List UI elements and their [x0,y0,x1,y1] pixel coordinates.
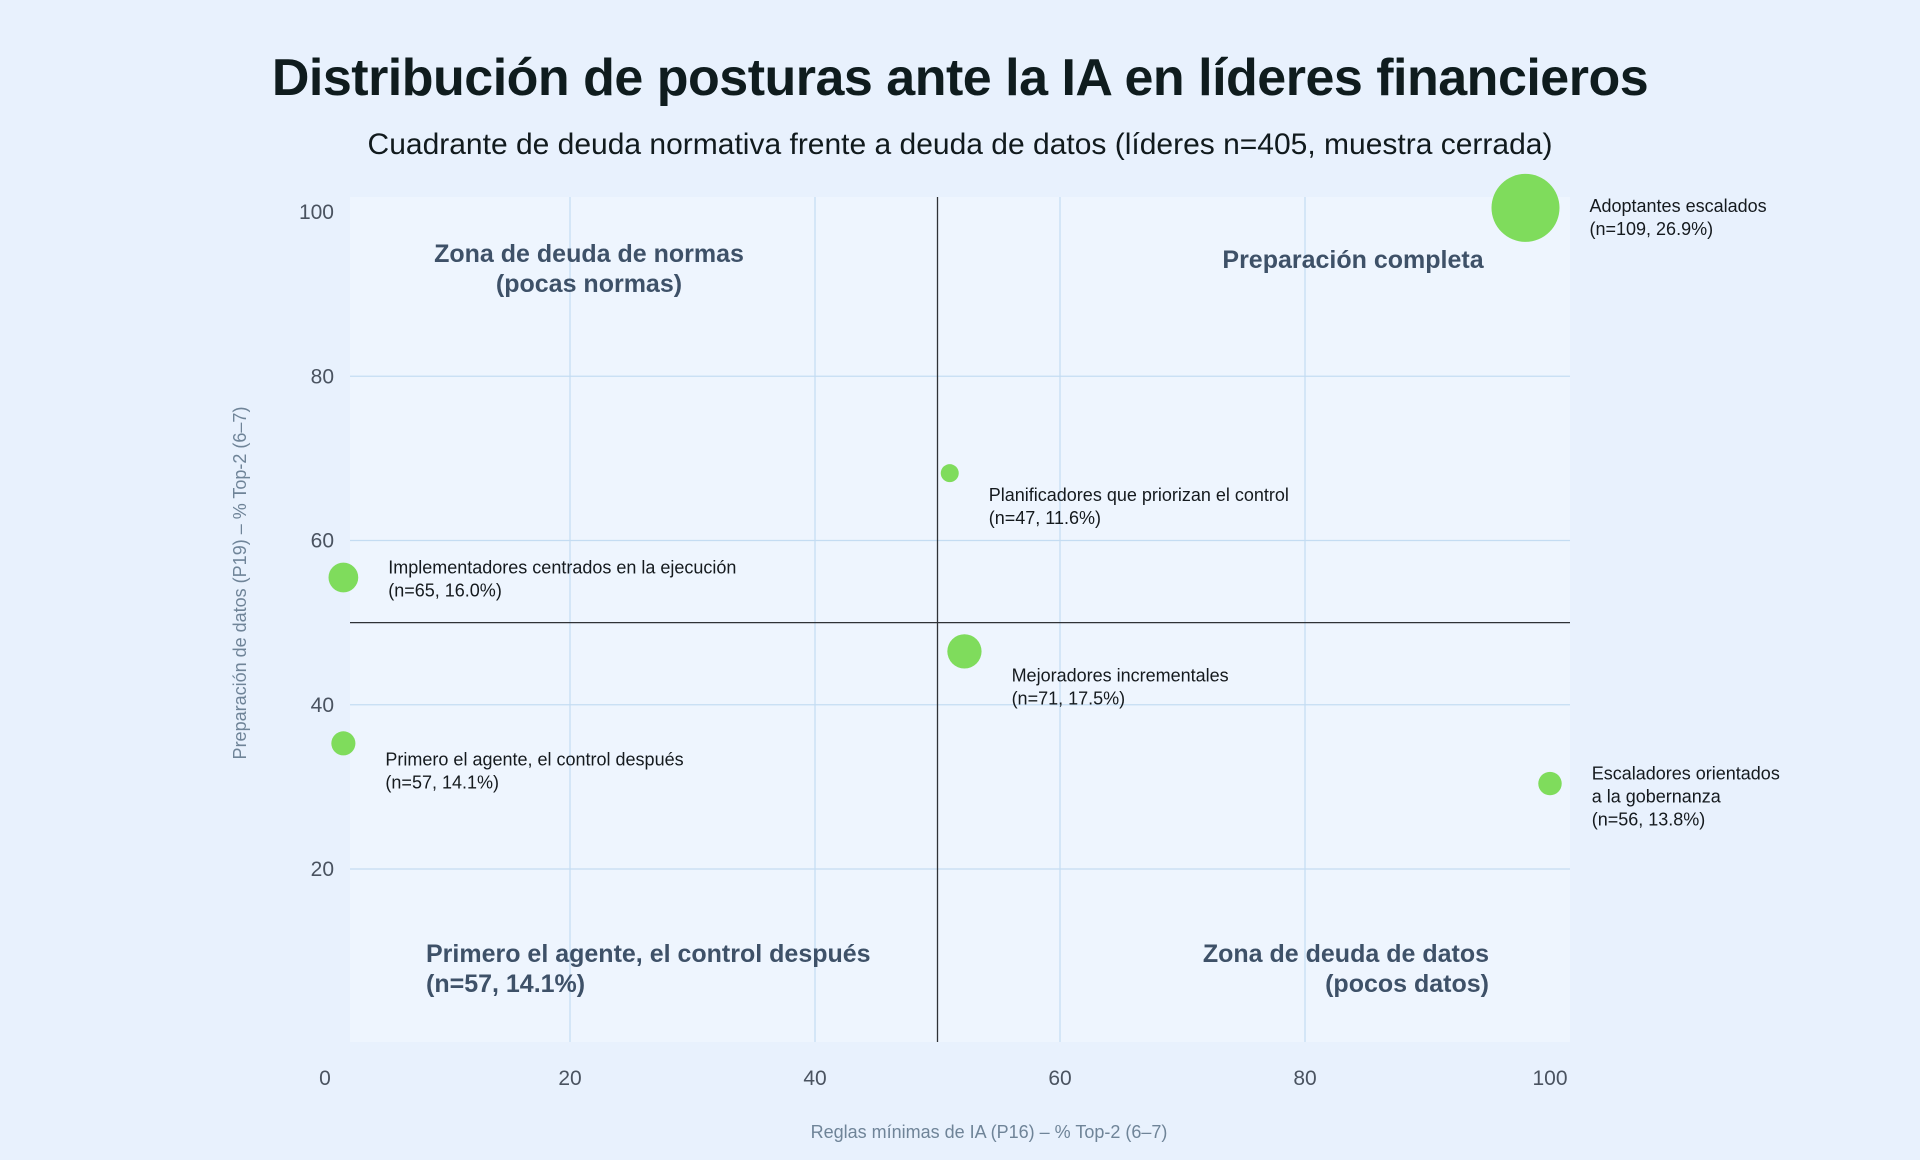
x-tick-label-20: 20 [558,1067,581,1090]
quadrant-label-top-left: Zona de deuda de normas (pocas normas) [434,240,744,298]
plot-area [350,197,1570,1042]
data-point-label-6: Escaladores orientados a la gobernanza (n=… [1592,764,1780,830]
quadrant-label-top-right: Preparación completa [1222,246,1484,274]
data-point-1 [1491,173,1560,242]
y-tick-label-80: 80 [311,365,334,388]
chart-title: Distribución de posturas ante la IA en l… [271,49,1649,107]
data-point-label-4: Mejoradores incrementales (n=71, 17.5%) [1012,665,1229,708]
x-tick-label-0: 0 [319,1067,331,1090]
data-point-5 [331,731,356,756]
x-tick-label-100: 100 [1532,1067,1567,1090]
y-tick-label-20: 20 [311,858,334,881]
quadrant-label-bottom-left: Primero el agente, el control después (n=… [426,940,871,998]
x-axis-title: Reglas mínimas de IA (P16) – % Top-2 (6–… [811,1122,1168,1142]
x-tick-label-60: 60 [1048,1067,1071,1090]
data-point-2 [940,464,959,483]
x-tick-label-80: 80 [1293,1067,1316,1090]
y-axis-title: Preparación de datos (P19) – % Top-2 (6–… [230,407,250,760]
data-point-3 [328,562,359,593]
quadrant-label-bottom-right: Zona de deuda de datos (pocos datos) [1203,940,1489,998]
chart-subtitle: Cuadrante de deuda normativa frente a de… [367,128,1553,161]
y-tick-label-100: 100 [299,201,334,224]
data-point-label-3: Implementadores centrados en la ejecució… [388,557,736,600]
data-point-label-1: Adoptantes escalados (n=109, 26.9%) [1590,196,1767,239]
data-point-label-2: Planificadores que priorizan el control(… [989,485,1289,528]
data-point-4 [947,634,982,669]
data-point-label-5: Primero el agente, el control después (n=… [385,749,683,792]
y-tick-label-40: 40 [311,694,334,717]
y-tick-label-60: 60 [311,530,334,553]
data-point-6 [1538,771,1562,796]
x-tick-label-40: 40 [803,1067,826,1090]
